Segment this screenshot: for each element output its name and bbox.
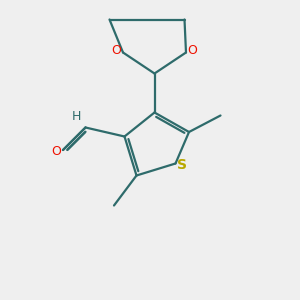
Text: S: S (176, 158, 187, 172)
Text: O: O (52, 145, 61, 158)
Text: H: H (72, 110, 81, 124)
Text: O: O (188, 44, 197, 58)
Text: O: O (112, 44, 121, 58)
